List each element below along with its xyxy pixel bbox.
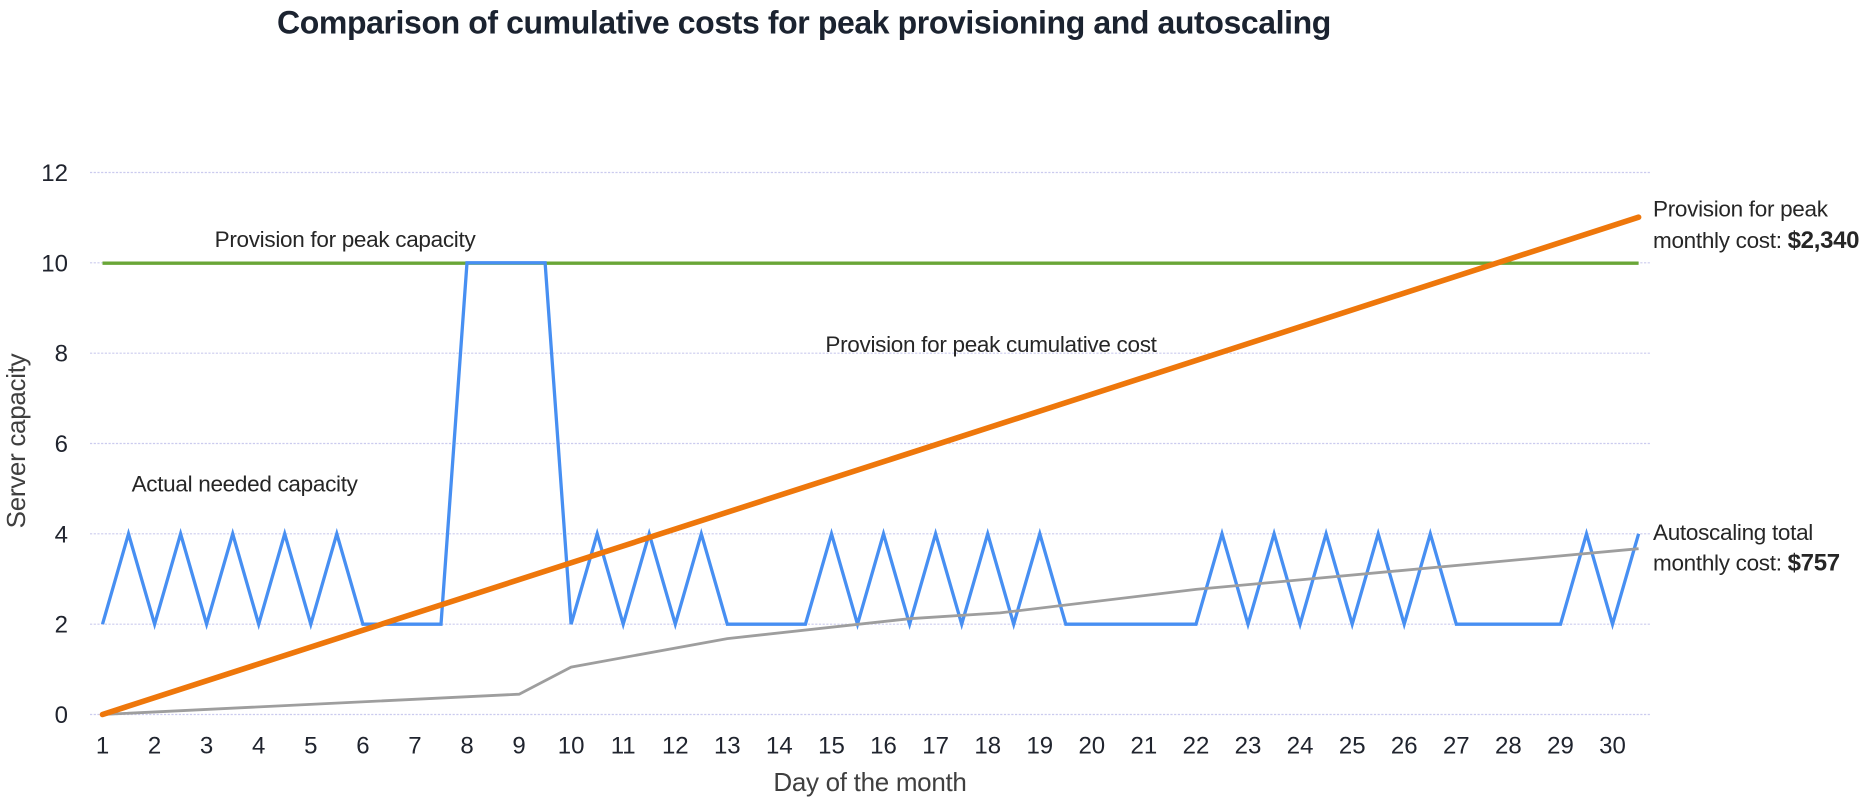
svg-text:24: 24 <box>1287 733 1314 760</box>
svg-text:23: 23 <box>1235 733 1262 760</box>
svg-text:28: 28 <box>1495 733 1522 760</box>
svg-text:12: 12 <box>41 160 68 187</box>
svg-text:10: 10 <box>558 733 585 760</box>
svg-text:6: 6 <box>356 733 369 760</box>
svg-text:8: 8 <box>460 733 473 760</box>
svg-text:8: 8 <box>55 341 68 368</box>
svg-text:25: 25 <box>1339 733 1366 760</box>
svg-text:20: 20 <box>1078 733 1105 760</box>
svg-text:22: 22 <box>1183 733 1210 760</box>
svg-text:0: 0 <box>55 702 68 729</box>
svg-text:29: 29 <box>1547 733 1574 760</box>
svg-text:18: 18 <box>974 733 1001 760</box>
svg-text:27: 27 <box>1443 733 1470 760</box>
svg-text:Actual needed capacity: Actual needed capacity <box>132 472 359 497</box>
svg-text:Comparison of cumulative costs: Comparison of cumulative costs for peak … <box>277 5 1331 41</box>
svg-text:14: 14 <box>766 733 793 760</box>
svg-text:Provision for peak: Provision for peak <box>1653 197 1829 222</box>
svg-text:Server capacity: Server capacity <box>1 353 31 528</box>
svg-text:4: 4 <box>252 733 265 760</box>
svg-text:6: 6 <box>55 431 68 458</box>
svg-text:17: 17 <box>922 733 949 760</box>
svg-text:2: 2 <box>55 612 68 639</box>
svg-text:1: 1 <box>96 733 109 760</box>
svg-text:15: 15 <box>818 733 845 760</box>
svg-text:13: 13 <box>714 733 741 760</box>
svg-text:2: 2 <box>148 733 161 760</box>
svg-text:Autoscaling total: Autoscaling total <box>1653 520 1813 545</box>
svg-text:11: 11 <box>611 733 636 760</box>
svg-text:19: 19 <box>1026 733 1053 760</box>
svg-text:monthly cost: $757: monthly cost: $757 <box>1653 549 1840 576</box>
svg-text:16: 16 <box>870 733 897 760</box>
svg-text:12: 12 <box>662 733 689 760</box>
svg-text:21: 21 <box>1131 733 1158 760</box>
svg-text:9: 9 <box>512 733 525 760</box>
svg-text:monthly cost: $2,340: monthly cost: $2,340 <box>1653 227 1859 254</box>
svg-text:Provision for peak cumulative: Provision for peak cumulative cost <box>825 332 1157 357</box>
svg-text:4: 4 <box>55 521 68 548</box>
svg-text:3: 3 <box>200 733 213 760</box>
svg-text:5: 5 <box>304 733 317 760</box>
svg-text:7: 7 <box>408 733 421 760</box>
svg-text:26: 26 <box>1391 733 1418 760</box>
svg-text:10: 10 <box>41 250 68 277</box>
svg-text:Provision for peak capacity: Provision for peak capacity <box>215 227 477 252</box>
svg-text:Day of the month: Day of the month <box>773 767 966 797</box>
svg-text:30: 30 <box>1599 733 1626 760</box>
